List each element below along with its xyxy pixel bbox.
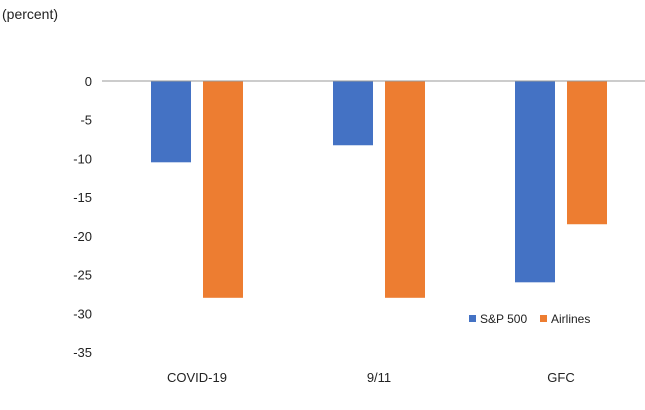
- y-tick-label: -35: [73, 345, 92, 360]
- legend-label-airlines: Airlines: [551, 312, 590, 326]
- bar-sp500-2: [515, 81, 555, 282]
- x-category-label: 9/11: [367, 370, 391, 385]
- x-category-label: COVID-19: [167, 370, 227, 385]
- y-tick-label: -5: [80, 113, 92, 128]
- x-axis-labels: COVID-19 9/11 GFC: [167, 370, 575, 385]
- legend-label-sp500: S&P 500: [480, 312, 527, 326]
- legend: S&P 500 Airlines: [469, 312, 590, 326]
- y-tick-label: 0: [85, 74, 92, 89]
- legend-swatch-airlines: [540, 315, 547, 322]
- chart-unit-label: (percent): [2, 6, 58, 22]
- y-axis: 0 -5 -10 -15 -20 -25 -30 -35: [73, 74, 92, 360]
- y-tick-label: -15: [73, 190, 92, 205]
- bar-airlines-1: [385, 81, 425, 298]
- y-tick-label: -20: [73, 229, 92, 244]
- y-tick-label: -10: [73, 151, 92, 166]
- x-category-label: GFC: [547, 370, 574, 385]
- bar-airlines-2: [567, 81, 607, 224]
- bar-airlines-0: [203, 81, 243, 298]
- bar-sp500-1: [333, 81, 373, 145]
- legend-swatch-sp500: [469, 315, 476, 322]
- bar-sp500-0: [151, 81, 191, 162]
- y-tick-label: -25: [73, 268, 92, 283]
- bars: [151, 81, 607, 298]
- y-tick-label: -30: [73, 306, 92, 321]
